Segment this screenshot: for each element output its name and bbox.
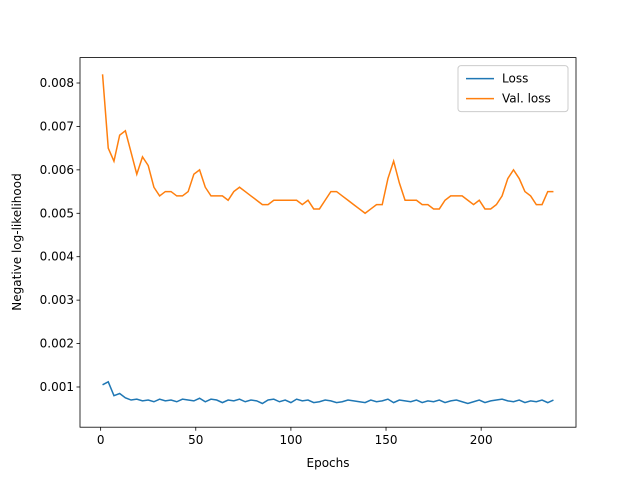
x-tick-label: 200 bbox=[470, 433, 493, 447]
y-axis-label: Negative log-likelihood bbox=[10, 173, 24, 310]
legend-label: Loss bbox=[502, 72, 528, 86]
y-tick-label: 0.003 bbox=[40, 293, 74, 307]
y-tick-label: 0.005 bbox=[40, 206, 74, 220]
x-tick-label: 50 bbox=[188, 433, 203, 447]
y-tick-label: 0.002 bbox=[40, 337, 74, 351]
y-tick-label: 0.006 bbox=[40, 163, 74, 177]
axes-frame bbox=[79, 57, 577, 428]
legend-label: Val. loss bbox=[502, 92, 551, 106]
x-tick-label: 0 bbox=[97, 433, 105, 447]
series-line bbox=[101, 74, 554, 215]
series-line bbox=[102, 380, 554, 405]
x-axis-label: Epochs bbox=[307, 456, 350, 470]
y-tick-label: 0.001 bbox=[40, 380, 74, 394]
x-tick-label: 100 bbox=[279, 433, 302, 447]
y-tick-label: 0.008 bbox=[40, 76, 74, 90]
x-tick-label: 150 bbox=[375, 433, 398, 447]
y-tick-label: 0.004 bbox=[40, 250, 74, 264]
y-tick-label: 0.007 bbox=[40, 119, 74, 133]
legend-box bbox=[457, 65, 569, 113]
